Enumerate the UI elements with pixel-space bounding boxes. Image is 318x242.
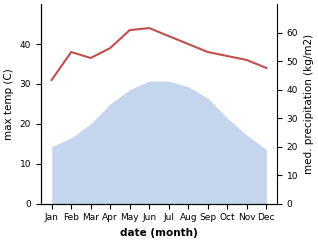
Y-axis label: max temp (C): max temp (C) — [4, 68, 14, 140]
Y-axis label: med. precipitation (kg/m2): med. precipitation (kg/m2) — [304, 34, 314, 174]
X-axis label: date (month): date (month) — [120, 228, 198, 238]
